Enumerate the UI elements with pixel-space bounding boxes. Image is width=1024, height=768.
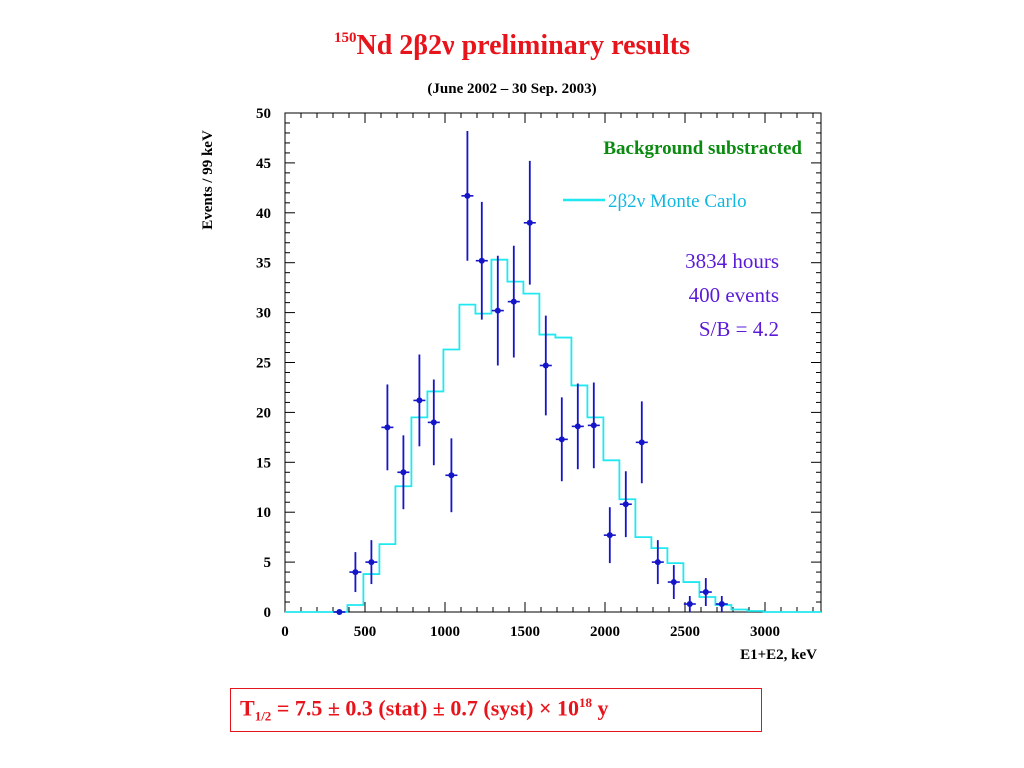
data-marker [670,579,677,586]
monte-carlo-histogram [285,258,821,613]
x-axis-label: E1+E2, keV [740,647,817,663]
data-marker [352,569,359,576]
data-marker [494,307,501,314]
y-tick-label: 45 [256,156,271,172]
title-superscript: 150 [334,30,357,46]
data-point [699,578,712,607]
y-tick-label: 30 [256,306,271,322]
y-tick-label: 0 [264,605,272,621]
data-point [715,596,728,612]
hours-label: 3834 hours [685,249,779,273]
result-exponent: 18 [579,695,593,710]
page-title: 150Nd 2β2ν preliminary results [0,30,1024,62]
data-marker [686,601,693,608]
data-marker [430,419,437,426]
data-point [523,160,536,285]
data-marker [558,436,565,443]
legend-label-mc: 2β2ν Monte Carlo [608,191,747,212]
background-subtracted-label: Background substracted [603,138,802,159]
x-tick-label: 3000 [750,624,780,640]
data-marker [510,298,517,305]
y-tick-label: 35 [256,256,271,272]
data-point [461,130,474,261]
y-tick-label: 5 [264,555,272,571]
y-axis: 0 5 10 15 20 25 30 35 40 45 50 [256,106,821,621]
y-tick-label: 20 [256,405,271,421]
half-life-result: T1/2 = 7.5 ± 0.3 (stat) ± 0.7 (syst) × 1… [230,688,762,732]
data-point [539,315,552,416]
title-main: Nd 2β2ν preliminary results [356,30,690,61]
data-point [475,201,488,320]
data-marker [368,559,375,566]
x-tick-label: 0 [281,624,289,640]
data-point [427,379,440,466]
data-marker [448,472,455,479]
plot-frame [284,112,822,613]
result-suffix: y [592,695,609,721]
data-point [587,382,600,469]
data-marker [526,219,533,226]
data-point [571,383,584,470]
data-marker [622,501,629,508]
data-marker [464,192,471,199]
events-label: 400 events [689,283,779,307]
x-axis: 0 500 1000 1500 2000 2500 3000 [281,113,814,640]
data-point [683,596,696,612]
x-tick-label: 2000 [590,624,620,640]
data-point [667,565,680,600]
data-marker [478,257,485,264]
y-tick-label: 25 [256,356,271,372]
data-marker [654,559,661,566]
x-tick-label: 1500 [510,624,540,640]
data-point [413,354,426,447]
data-marker [718,601,725,608]
data-point [651,540,664,585]
data-point [365,540,378,585]
data-point [333,609,346,615]
result-body: = 7.5 ± 0.3 (stat) ± 0.7 (syst) × 10 [271,695,580,721]
data-point [397,435,410,510]
data-point [507,245,520,358]
signal-background-label: S/B = 4.2 [699,317,779,341]
data-marker [400,469,407,476]
data-marker [606,532,613,539]
data-marker [590,422,597,429]
data-marker [542,362,549,369]
x-tick-label: 2500 [670,624,700,640]
data-point [381,384,394,471]
data-point [491,255,504,366]
y-tick-label: 10 [256,505,271,521]
data-point [555,397,568,482]
data-marker [574,423,581,430]
x-tick-label: 500 [354,624,377,640]
data-point [603,507,616,564]
x-tick-label: 1000 [430,624,460,640]
data-point [349,552,362,593]
data-marker [336,609,343,615]
data-point [635,401,648,484]
data-point [445,438,458,513]
result-prefix: T [240,695,255,721]
data-marker [384,424,391,431]
data-marker [702,589,709,596]
data-marker [416,397,423,404]
data-marker [638,439,645,446]
data-point [619,471,632,538]
y-tick-label: 40 [256,206,271,222]
page-subtitle: (June 2002 – 30 Sep. 2003) [427,81,597,97]
y-axis-label: Events / 99 keV [200,130,216,230]
result-subscript: 1/2 [254,708,272,724]
data-points [333,130,728,615]
y-tick-label: 15 [256,455,271,471]
y-tick-label: 50 [256,106,271,122]
